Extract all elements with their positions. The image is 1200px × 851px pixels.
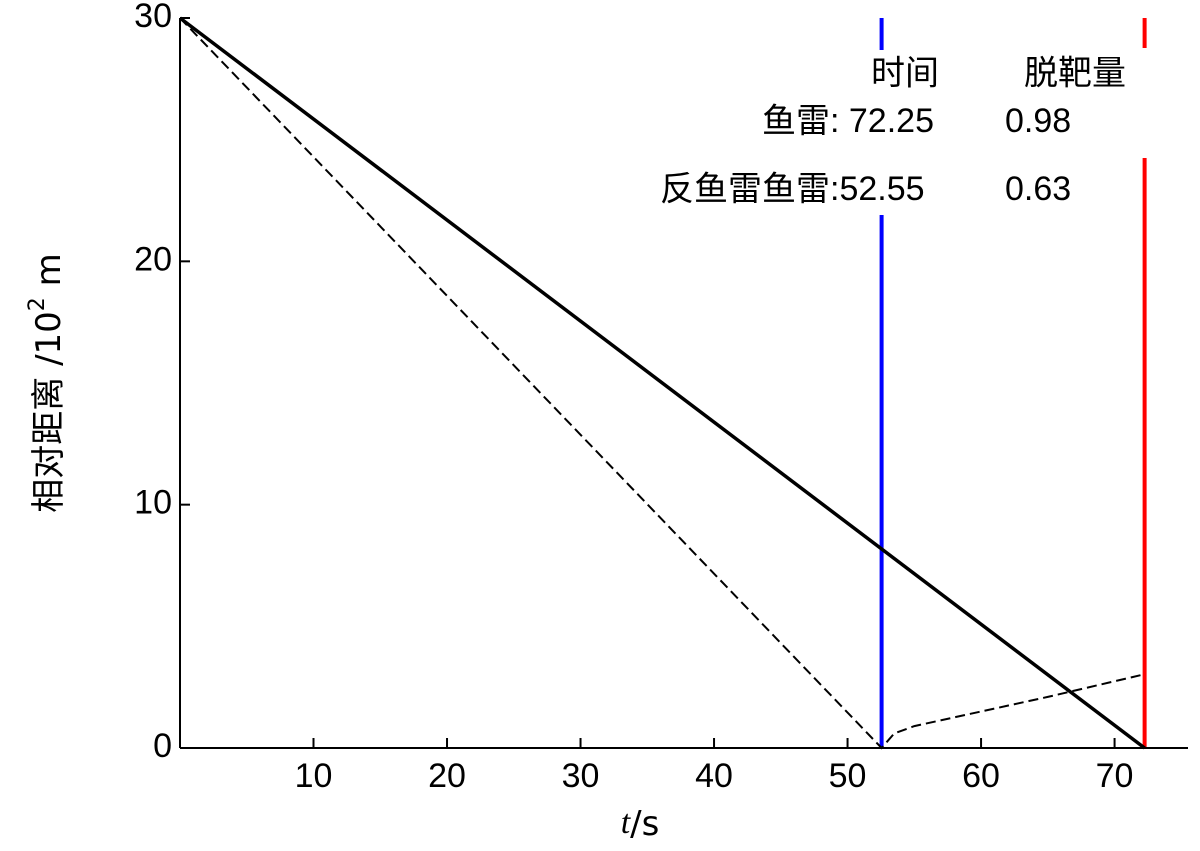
series-line xyxy=(178,16,1146,750)
x-tick-label: 40 xyxy=(695,757,733,795)
y-label-unit: m xyxy=(29,253,69,297)
annotation-time: :52.55 xyxy=(830,170,925,208)
y-tick-label: 20 xyxy=(134,240,172,278)
x-tick-label: 70 xyxy=(1096,757,1134,795)
annotation-name: 鱼雷 xyxy=(762,102,830,142)
x-tick-label: 30 xyxy=(562,757,600,795)
y-label-main: 相对距离 /10 xyxy=(29,311,69,513)
x-label-var: t xyxy=(621,804,632,841)
annotation-time: : 72.25 xyxy=(830,102,934,140)
annotation-backing xyxy=(1130,48,1160,158)
y-tick-label: 0 xyxy=(153,727,172,765)
x-axis-label: t/s xyxy=(621,804,660,844)
x-tick-label: 10 xyxy=(295,757,333,795)
x-label-unit: /s xyxy=(630,804,659,844)
annotation-backing xyxy=(860,50,900,215)
y-label-sup: 2 xyxy=(25,297,50,311)
y-tick-label: 10 xyxy=(134,484,172,522)
x-tick-label: 50 xyxy=(829,757,867,795)
annotation-miss: 0.63 xyxy=(1005,170,1071,208)
annotation-name: 反鱼雷鱼雷 xyxy=(660,170,830,210)
y-axis-label: 相对距离 /102 m xyxy=(25,253,69,512)
annotation-header: 脱靶量 xyxy=(1024,54,1126,94)
x-tick-label: 60 xyxy=(962,757,1000,795)
x-tick-label: 20 xyxy=(428,757,466,795)
y-tick-label: 30 xyxy=(134,0,172,35)
annotation-miss: 0.98 xyxy=(1005,102,1071,140)
annotation-header: 时间 xyxy=(871,54,939,94)
